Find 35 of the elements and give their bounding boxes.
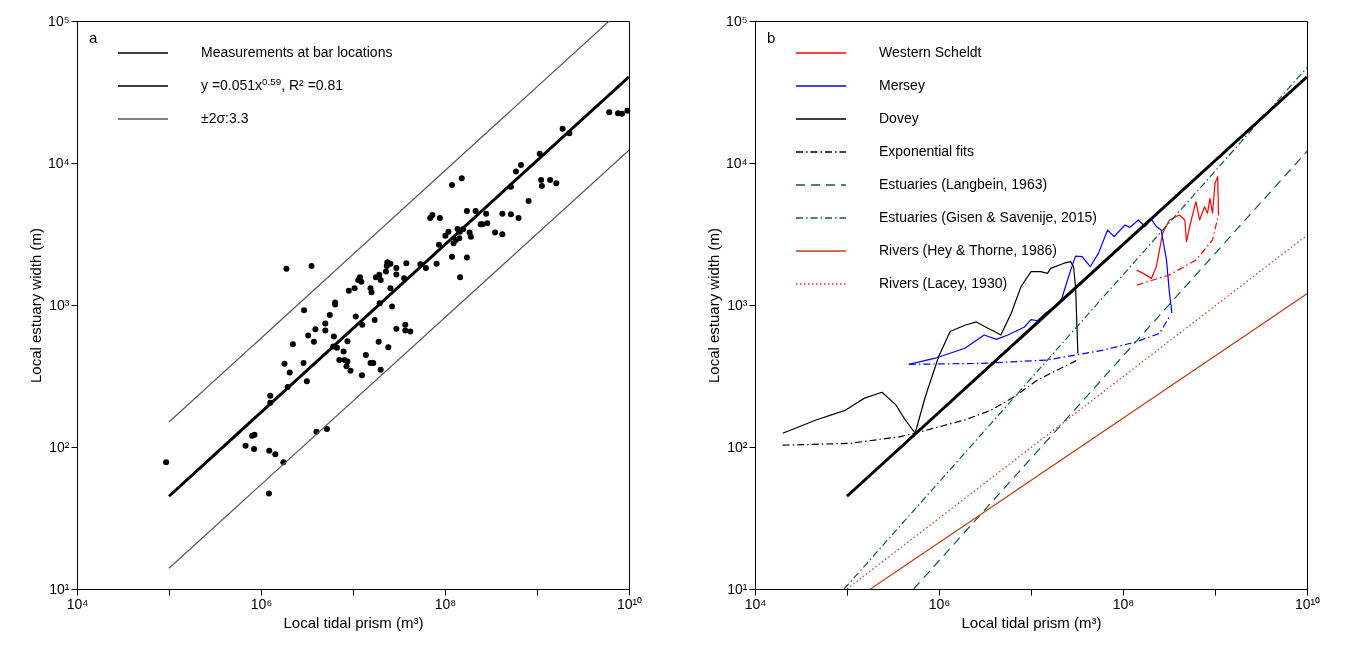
y-tick-label: 10⁴ bbox=[725, 154, 748, 171]
y-tick-label: 10⁴ bbox=[47, 154, 70, 171]
legend-label: Estuaries (Gisen & Savenije, 2015) bbox=[879, 209, 1097, 225]
y-tick-label: 10¹ bbox=[49, 580, 70, 597]
x-tick-label: 10⁶ bbox=[250, 595, 273, 612]
x-tick-label: 10⁸ bbox=[434, 595, 457, 612]
x-tick-label: 10⁸ bbox=[1112, 595, 1135, 612]
legend-label: Western Scheldt bbox=[879, 44, 982, 60]
x-axis-title: Local tidal prism (m³) bbox=[283, 613, 424, 631]
legend-label: ±2σ:3.3 bbox=[201, 110, 249, 126]
y-tick-label: 10³ bbox=[727, 296, 748, 313]
y-axis-title: Local estuary width (m) bbox=[26, 227, 44, 384]
x-tick-label: 10¹⁰ bbox=[616, 595, 643, 612]
x-tick-label: 10⁴ bbox=[66, 595, 89, 612]
legend-label: Exponential fits bbox=[879, 143, 974, 159]
x-tick-label: 10⁶ bbox=[928, 595, 951, 612]
x-tick-label: 10¹⁰ bbox=[1294, 595, 1321, 612]
y-tick-label: 10² bbox=[49, 438, 70, 455]
legend-label: Dovey bbox=[879, 110, 919, 126]
legend-label: Mersey bbox=[879, 77, 925, 93]
y-axis-title: Local estuary width (m) bbox=[704, 227, 722, 384]
legend-label: y =0.051x$^{0.59}$, R² =0.81 bbox=[201, 75, 344, 93]
y-tick-label: 10⁵ bbox=[726, 12, 748, 29]
annotation: b bbox=[767, 29, 776, 46]
y-tick-label: 10⁵ bbox=[48, 12, 70, 29]
legend-label: Rivers (Lacey, 1930) bbox=[879, 275, 1008, 291]
y-tick-label: 10² bbox=[727, 438, 748, 455]
x-axis-title: Local tidal prism (m³) bbox=[961, 613, 1102, 631]
y-tick-label: 10¹ bbox=[727, 580, 748, 597]
legend-label: Estuaries (Langbein, 1963) bbox=[879, 176, 1048, 192]
x-tick-label: 10⁴ bbox=[744, 595, 767, 612]
annotation: a bbox=[89, 29, 98, 46]
legend-label: Measurements at bar locations bbox=[201, 44, 393, 60]
legend-label: Rivers (Hey & Thorne, 1986) bbox=[879, 242, 1057, 258]
y-tick-label: 10³ bbox=[49, 296, 70, 313]
